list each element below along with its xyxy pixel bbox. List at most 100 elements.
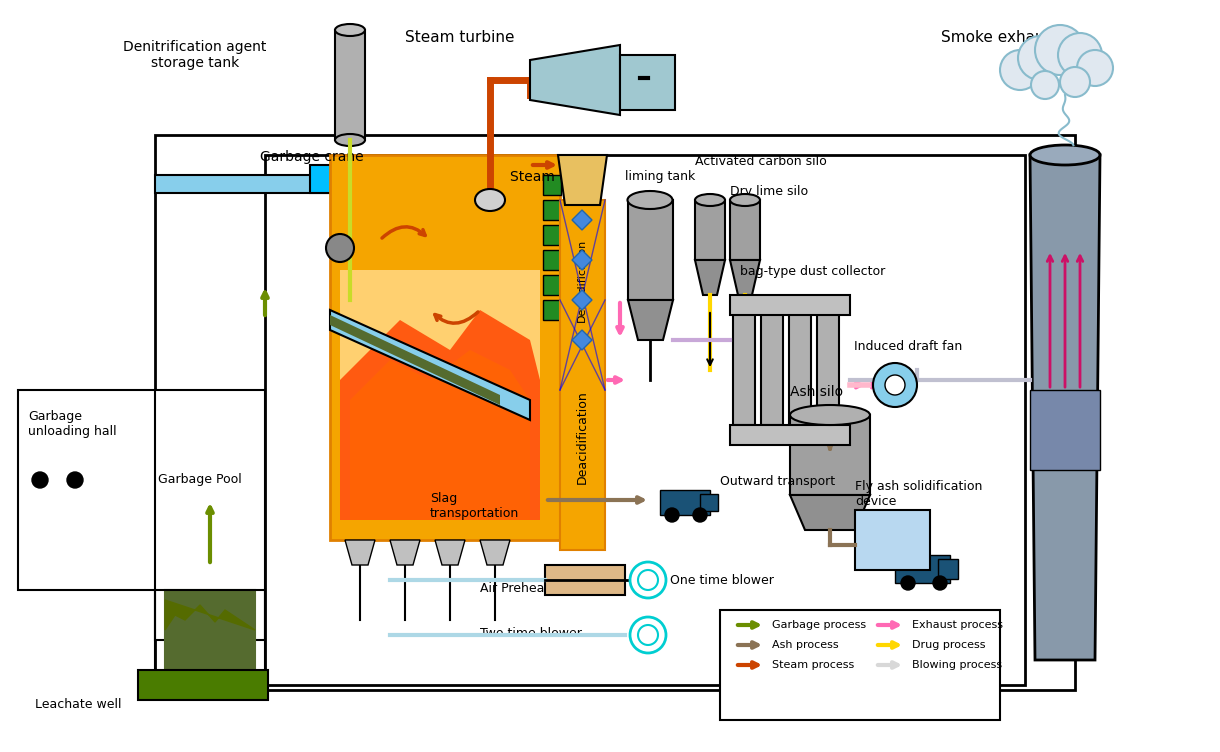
Text: Activated carbon silo: Activated carbon silo [695,155,827,168]
Text: Fly ash solidification
device: Fly ash solidification device [855,480,982,508]
Text: Induced draft fan: Induced draft fan [854,340,963,353]
Text: Ash process: Ash process [772,640,838,650]
Ellipse shape [1030,145,1100,165]
Bar [543,225,561,245]
Circle shape [1058,33,1102,77]
Polygon shape [1030,155,1100,660]
Text: Steam drum: Steam drum [510,170,597,184]
Text: Garbage process: Garbage process [772,620,866,630]
Circle shape [1031,71,1059,99]
Bar [855,510,930,570]
Circle shape [874,363,917,407]
Ellipse shape [627,191,672,209]
Polygon shape [345,540,375,565]
Bar [310,165,370,193]
Polygon shape [572,330,592,350]
Bar [720,610,1000,720]
Ellipse shape [817,300,839,310]
Ellipse shape [475,189,505,211]
Circle shape [638,625,658,645]
Polygon shape [572,290,592,310]
Ellipse shape [336,134,365,146]
Polygon shape [695,260,725,295]
Polygon shape [572,250,592,270]
Bar [730,295,850,315]
Polygon shape [390,540,420,565]
Bar [1030,390,1100,470]
Bar [155,390,265,640]
Text: liming tank: liming tank [625,170,695,183]
Text: Deacidification: Deacidification [576,390,588,484]
Text: Dry lime silo: Dry lime silo [730,185,808,198]
Text: Smoke exhaust: Smoke exhaust [941,30,1059,45]
Circle shape [32,472,48,488]
Bar [895,555,950,583]
Text: Denitrification agent
storage tank: Denitrification agent storage tank [123,40,267,70]
Text: Deacidification: Deacidification [577,238,587,322]
Bar [700,494,719,511]
Bar [733,305,755,425]
Polygon shape [329,315,500,405]
Circle shape [67,472,83,488]
Bar [70,460,90,480]
Polygon shape [558,155,608,205]
Text: Steam turbine: Steam turbine [405,30,515,45]
Text: Drug process: Drug process [913,640,986,650]
Bar [560,200,605,550]
Circle shape [693,508,708,522]
Bar [24,455,81,480]
Ellipse shape [695,194,725,206]
Circle shape [1035,25,1085,75]
Text: Ash silo: Ash silo [791,385,843,399]
Circle shape [1060,67,1089,97]
Ellipse shape [761,300,783,310]
Circle shape [1000,50,1039,90]
Bar [543,200,561,220]
Ellipse shape [336,24,365,36]
Text: Garbage
unloading hall: Garbage unloading hall [28,410,117,438]
Polygon shape [572,210,592,230]
Circle shape [665,508,680,522]
Bar [660,490,710,515]
Bar [543,300,561,320]
Circle shape [1017,36,1061,80]
Text: Steam process: Steam process [772,660,854,670]
Text: chimney: chimney [1033,390,1087,403]
Polygon shape [730,260,760,295]
Bar [155,590,265,680]
Circle shape [933,576,947,590]
Ellipse shape [733,300,755,310]
Polygon shape [340,310,540,520]
Bar [789,305,811,425]
Text: Air Preheating: Air Preheating [479,582,569,595]
Text: Slag
transportation: Slag transportation [429,492,520,520]
Bar [761,305,783,425]
Bar [545,565,625,595]
Bar [336,30,365,140]
Polygon shape [436,540,465,565]
Polygon shape [479,540,510,565]
Bar [543,250,561,270]
Text: bag-type dust collector: bag-type dust collector [741,265,886,278]
Ellipse shape [791,405,870,425]
Circle shape [630,562,666,598]
Polygon shape [791,495,870,530]
Circle shape [1077,50,1113,86]
Circle shape [630,617,666,653]
Bar [155,135,1075,690]
Text: One time blower: One time blower [670,574,773,587]
Text: Outward transport: Outward transport [720,475,836,488]
Bar [155,175,545,193]
Circle shape [884,375,905,395]
Polygon shape [165,600,255,630]
Polygon shape [329,155,560,540]
Bar [628,200,673,300]
Bar [165,590,255,680]
Bar [138,670,268,700]
Ellipse shape [789,300,811,310]
Polygon shape [350,350,529,520]
Bar [791,415,870,495]
Bar [730,200,760,260]
Circle shape [326,234,354,262]
Bar [620,55,675,110]
